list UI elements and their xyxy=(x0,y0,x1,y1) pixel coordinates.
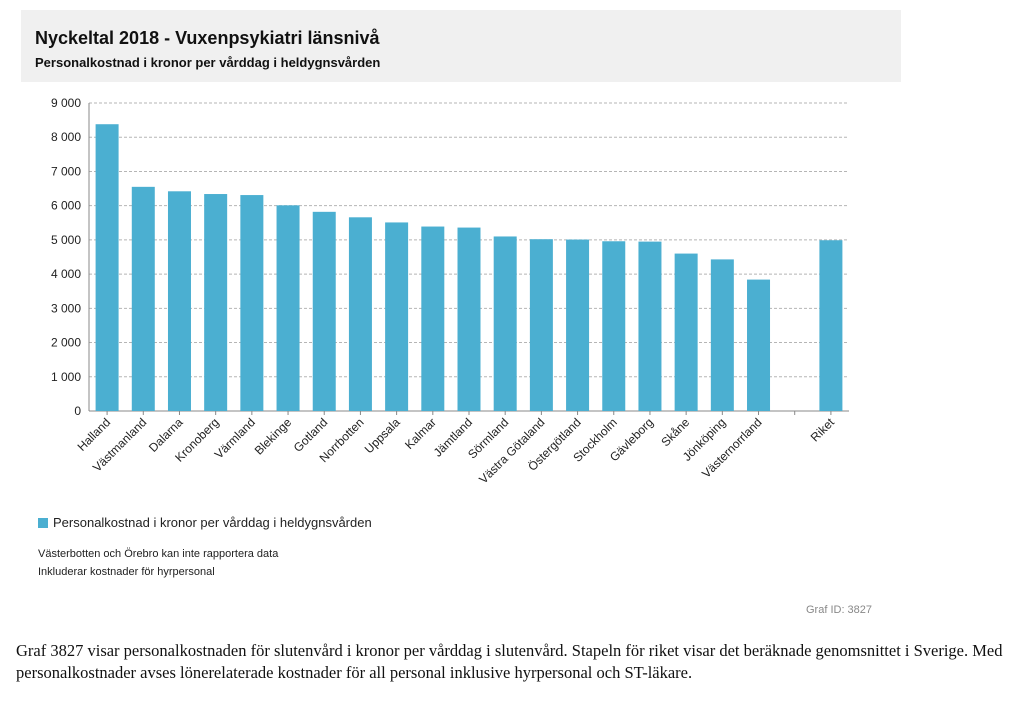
y-tick-label: 1 000 xyxy=(51,370,81,384)
y-tick-label: 5 000 xyxy=(51,233,81,247)
bar-blekinge xyxy=(276,205,300,411)
chart-title: Nyckeltal 2018 - Vuxenpsykiatri länsnivå xyxy=(35,28,380,48)
bar-värmland xyxy=(240,195,264,411)
bar-kalmar xyxy=(421,226,445,411)
bar-chart: 0 1 000 2 000 3 000 4 000 5 000 6 000 7 000 8 00… xyxy=(51,96,849,486)
bar-riket xyxy=(819,240,843,411)
bar-gävleborg xyxy=(638,241,662,411)
bar-östergötland xyxy=(566,239,590,411)
bar-jönköping xyxy=(710,259,734,411)
x-tick-label: Uppsala xyxy=(362,415,403,456)
footnote-1: Västerbotten och Örebro kan inte rapport… xyxy=(38,548,279,560)
x-tick-label: Skåne xyxy=(658,415,692,449)
footnote-2: Inkluderar kostnader för hyrpersonal xyxy=(38,566,215,578)
y-tick-label: 4 000 xyxy=(51,267,81,281)
y-tick-label: 0 xyxy=(74,404,81,418)
bar-skåne xyxy=(674,253,698,411)
figure-caption: Graf 3827 visar personalkostnaden för sl… xyxy=(16,641,1003,682)
legend-swatch xyxy=(38,517,48,528)
y-tick-label: 2 000 xyxy=(51,336,81,350)
chart-legend: Personalkostnad i kronor per vårddag i h… xyxy=(38,515,372,530)
bar-kronoberg xyxy=(204,194,228,411)
x-tick-label: Blekinge xyxy=(252,415,295,458)
bar-norrbotten xyxy=(348,217,372,411)
legend-label: Personalkostnad i kronor per vårddag i h… xyxy=(53,515,372,530)
bar-västra-götaland xyxy=(529,239,553,411)
bar-uppsala xyxy=(385,222,409,411)
y-tick-label: 8 000 xyxy=(51,130,81,144)
bar-dalarna xyxy=(167,191,191,411)
y-tick-label: 3 000 xyxy=(51,301,81,315)
chart-subtitle: Personalkostnad i kronor per vårddag i h… xyxy=(35,55,381,70)
bar-halland xyxy=(95,124,119,411)
y-tick-label: 9 000 xyxy=(51,96,81,110)
graph-id: Graf ID: 3827 xyxy=(806,604,873,616)
bar-sörmland xyxy=(493,236,517,411)
bar-stockholm xyxy=(602,241,626,411)
bar-västernorrland xyxy=(747,279,771,411)
x-tick-label: Riket xyxy=(808,415,838,445)
y-tick-label: 7 000 xyxy=(51,164,81,178)
bar-jämtland xyxy=(457,227,481,411)
chart-header: Nyckeltal 2018 - Vuxenpsykiatri länsnivå… xyxy=(21,10,901,82)
bar-västmanland xyxy=(131,186,155,411)
y-tick-label: 6 000 xyxy=(51,199,81,213)
bar-gotland xyxy=(312,211,336,411)
